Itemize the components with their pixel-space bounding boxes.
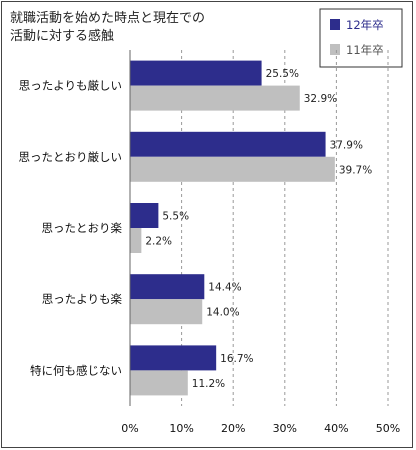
bar-11 xyxy=(130,156,335,182)
bar-value-label: 37.9% xyxy=(330,139,363,151)
bar-11 xyxy=(130,228,142,253)
bar-value-label: 11.2% xyxy=(192,378,225,390)
category-label: 特に何も感じない xyxy=(30,363,122,377)
legend-label-12: 12年卒 xyxy=(346,18,384,32)
category-label: 思ったよりも楽 xyxy=(42,292,123,306)
legend-swatch-12 xyxy=(330,19,340,30)
bar-12 xyxy=(130,345,217,371)
bar-value-label: 14.4% xyxy=(208,282,241,294)
bar-value-label: 16.7% xyxy=(220,353,253,365)
legend-swatch-11 xyxy=(330,44,340,55)
bar-12 xyxy=(130,131,326,157)
x-tick-label: 0% xyxy=(121,422,138,435)
chart-title: 就職活動を始めた時点と現在での 活動に対する感触 xyxy=(10,11,205,44)
bar-value-label: 14.0% xyxy=(206,307,239,319)
legend-label-11: 11年卒 xyxy=(346,43,384,57)
x-tick-labels: 0% 10% 20% 30% 40% 50% xyxy=(121,422,400,435)
bar-value-label: 5.5% xyxy=(162,211,189,223)
category-label: 思ったよりも厳しい xyxy=(19,79,122,93)
chart-title-line-2: 活動に対する感触 xyxy=(10,28,114,44)
bar-11 xyxy=(130,299,203,325)
chart-title-line-1: 就職活動を始めた時点と現在での xyxy=(10,11,205,26)
category-label: 思ったとおり楽 xyxy=(42,221,123,235)
x-tick-label: 50% xyxy=(376,422,400,435)
x-tick-label: 10% xyxy=(169,422,193,435)
bar-12 xyxy=(130,274,205,300)
category-label: 思ったとおり厳しい xyxy=(19,150,123,164)
value-labels: 25.5% 32.9% 37.9% 39.7% 5.5% 2.2% 14.4% 14.0% 16… xyxy=(145,68,372,390)
bar-11 xyxy=(130,370,188,396)
bar-value-label: 39.7% xyxy=(339,164,372,176)
x-tick-label: 20% xyxy=(221,422,245,435)
bar-11 xyxy=(130,85,300,111)
bar-value-label: 25.5% xyxy=(266,68,299,80)
bar-12 xyxy=(130,203,159,228)
x-tick-label: 30% xyxy=(273,422,297,435)
bar-12 xyxy=(130,60,262,86)
bars xyxy=(130,60,335,396)
bar-value-label: 32.9% xyxy=(304,93,337,105)
bar-value-label: 2.2% xyxy=(145,236,172,248)
legend: 12年卒 11年卒 xyxy=(319,8,403,68)
x-tick-label: 40% xyxy=(324,422,348,435)
